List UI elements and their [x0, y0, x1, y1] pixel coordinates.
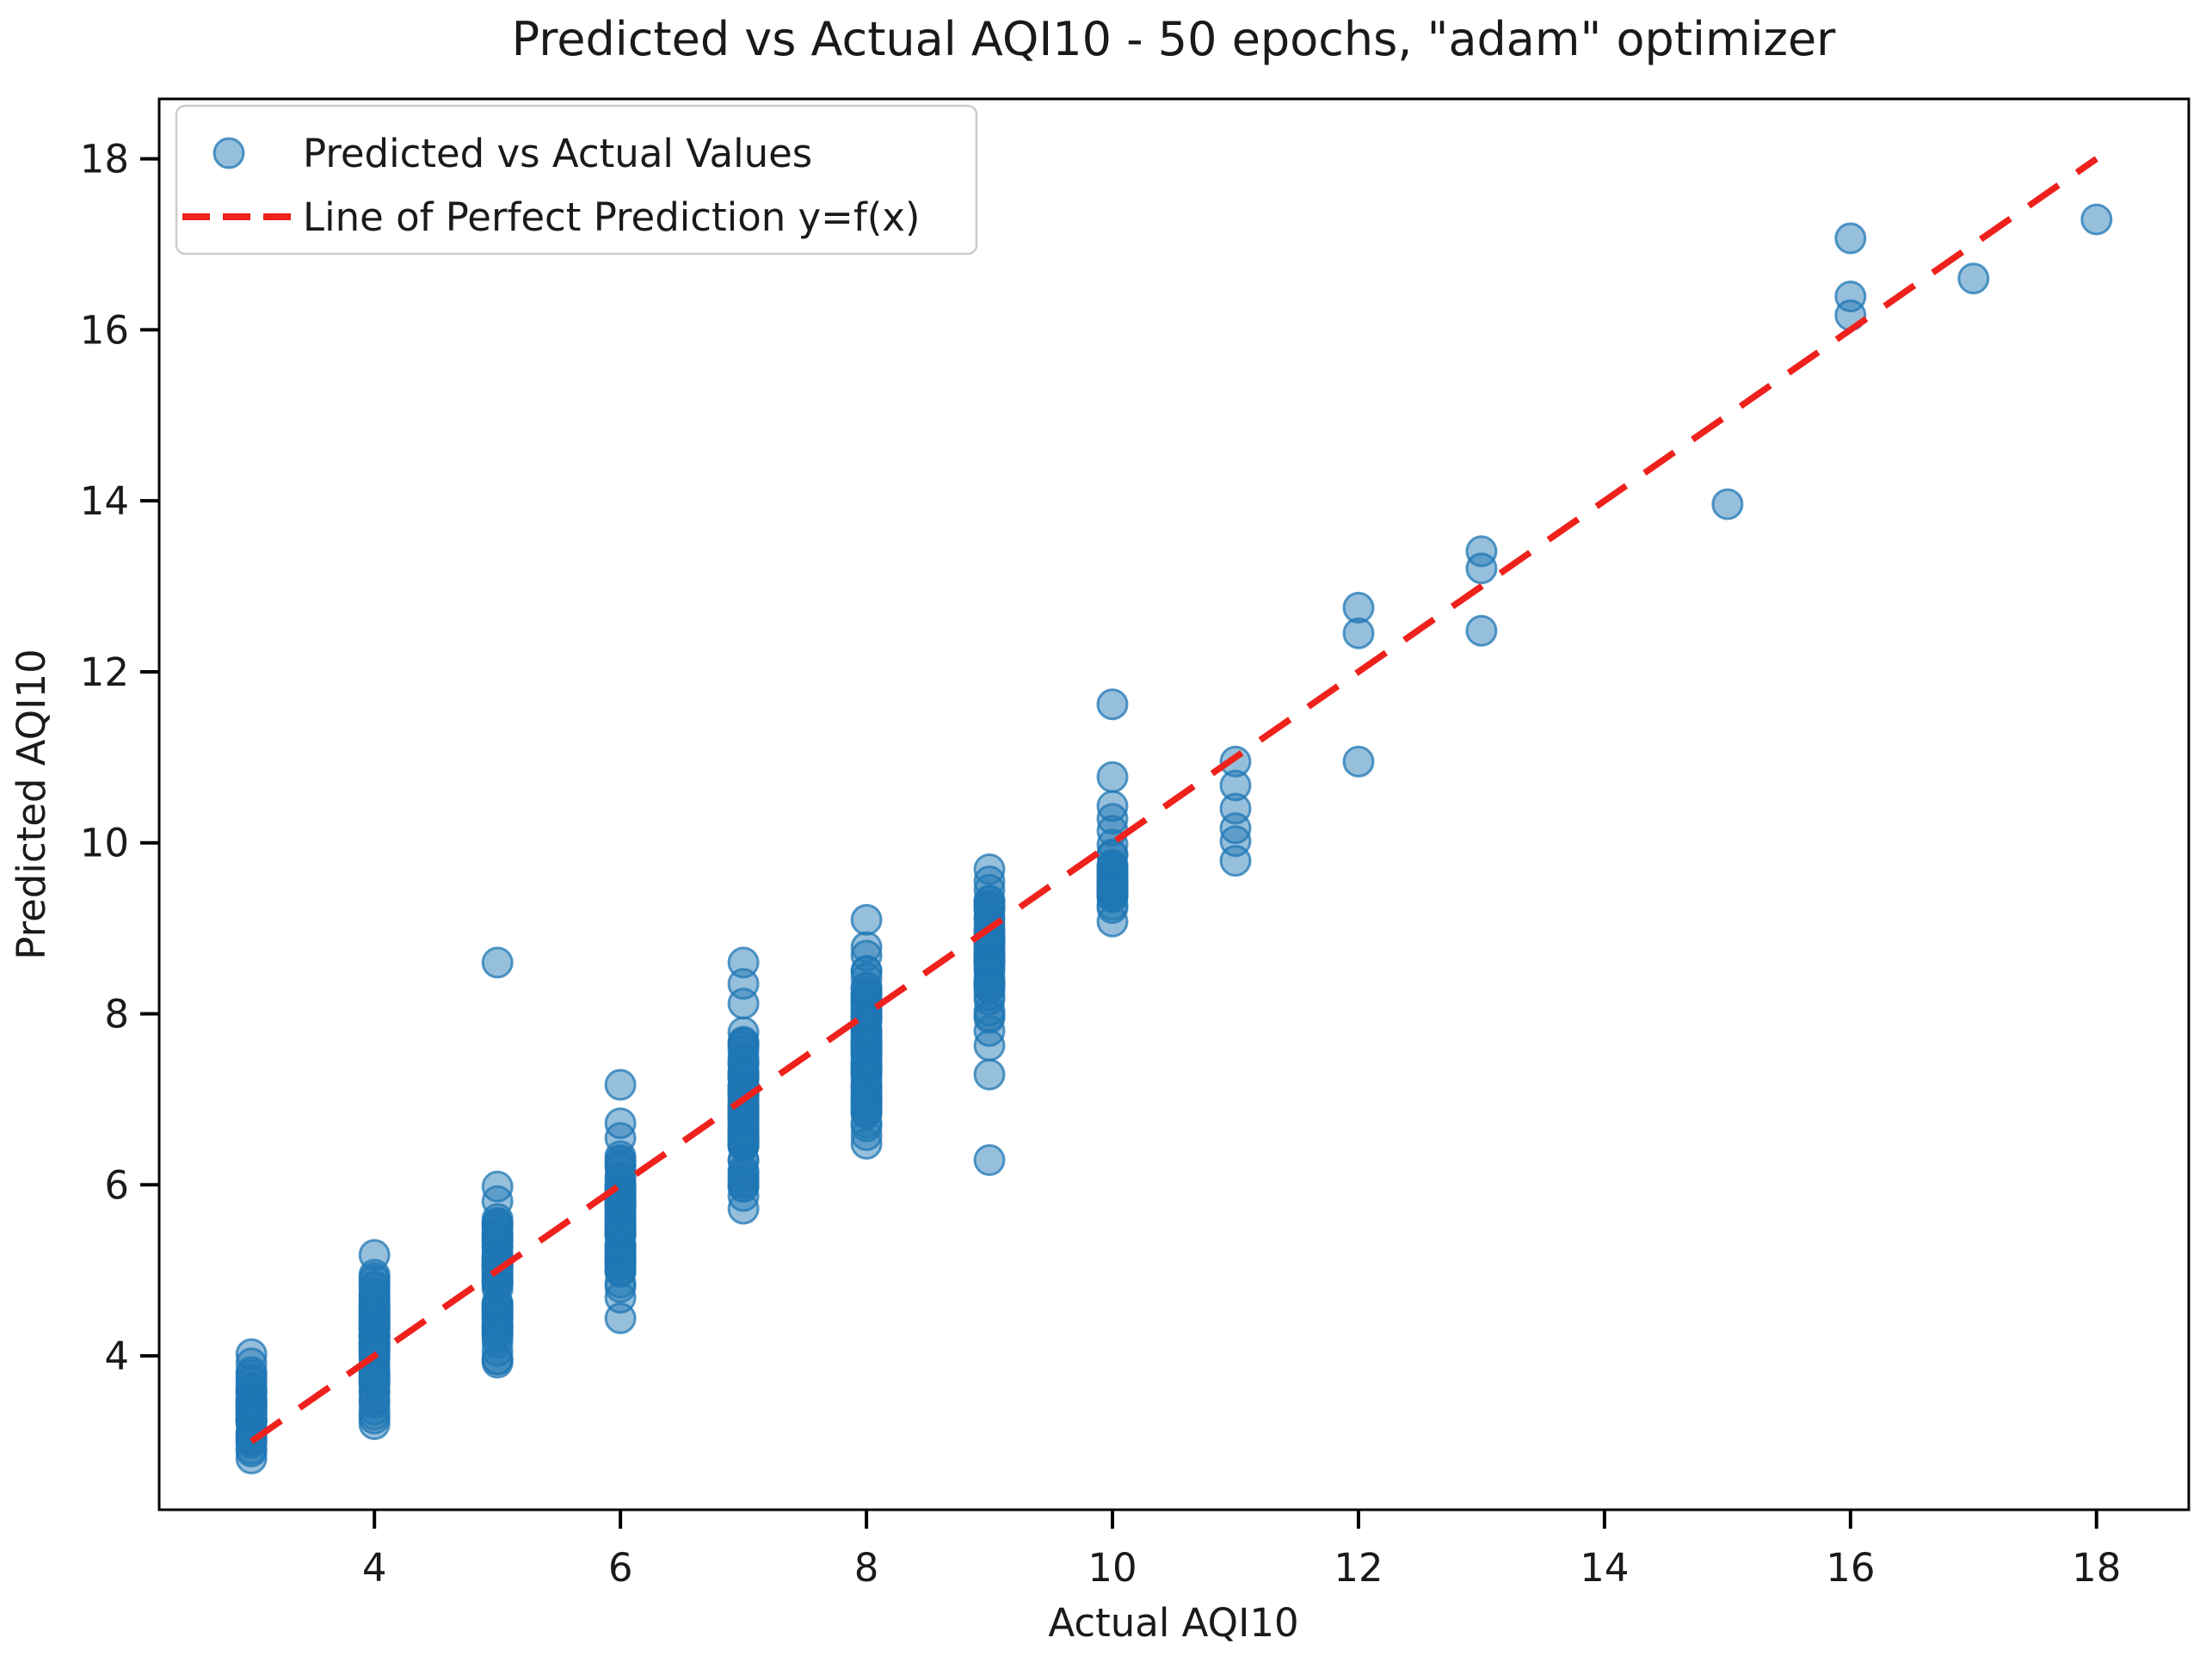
- scatter-point: [604, 1160, 637, 1193]
- scatter-point: [481, 1185, 514, 1217]
- scatter-point: [604, 1152, 637, 1185]
- scatter-point: [1342, 745, 1375, 778]
- scatter-point: [1957, 262, 1990, 295]
- scatter-point: [1096, 760, 1129, 793]
- tick-label: 18: [2072, 1545, 2121, 1591]
- scatter-point: [481, 1302, 514, 1335]
- scatter-point: [1465, 552, 1498, 585]
- scatter-point: [727, 1123, 760, 1155]
- scatter-point: [604, 1255, 637, 1288]
- scatter-point: [1342, 617, 1375, 649]
- scatter-point: [850, 1119, 883, 1152]
- scatter-point: [235, 1386, 268, 1419]
- scatter-point: [850, 1000, 883, 1032]
- scatter-point: [973, 945, 1006, 977]
- plot-area: [159, 99, 2189, 1510]
- tick-label: 14: [80, 478, 129, 524]
- tick-label: 16: [1826, 1545, 1875, 1591]
- scatter-point: [973, 890, 1006, 921]
- scatter-point: [358, 1402, 391, 1435]
- tick-label: 4: [104, 1333, 129, 1379]
- tick-label: 6: [104, 1162, 129, 1208]
- tick-label: 18: [80, 137, 129, 182]
- scatter-point: [1096, 790, 1129, 822]
- scatter-point: [1219, 825, 1252, 858]
- scatter-point: [850, 1028, 883, 1060]
- scatter-point: [727, 1179, 760, 1212]
- scatter-point: [481, 1224, 514, 1257]
- scatter-point: [1465, 535, 1498, 568]
- scatter-point: [1219, 792, 1252, 825]
- legend: Predicted vs Actual Values Line of Perfe…: [175, 104, 978, 255]
- scatter-point: [727, 1154, 760, 1186]
- scatter-point: [973, 953, 1006, 986]
- chart-title: Predicted vs Actual AQI10 - 50 epochs, "…: [512, 12, 1837, 66]
- tick-label: 4: [362, 1545, 387, 1591]
- scatter-point: [850, 931, 883, 963]
- scatter-point: [358, 1239, 391, 1271]
- tick-label: 10: [1088, 1545, 1137, 1591]
- scatter-point: [727, 1027, 760, 1060]
- legend-entry-scatter: Predicted vs Actual Values: [303, 131, 812, 176]
- scatter-point: [358, 1271, 391, 1304]
- scatter-series: [235, 203, 2113, 1474]
- scatter-point: [358, 1284, 391, 1316]
- scatter-point: [850, 1110, 883, 1142]
- legend-box: [175, 104, 978, 255]
- scatter-point: [1096, 881, 1129, 914]
- scatter-point: [973, 1144, 1006, 1176]
- scatter-point: [1834, 222, 1867, 255]
- scatter-point: [1096, 688, 1129, 721]
- tick-label: 6: [608, 1545, 633, 1591]
- scatter-point: [604, 1230, 637, 1263]
- tick-label: 14: [1580, 1545, 1629, 1591]
- tick-label: 12: [80, 649, 129, 695]
- scatter-point: [973, 853, 1006, 885]
- scatter-point: [2080, 203, 2113, 236]
- axes-spines: [157, 97, 2190, 1511]
- scatter-point: [481, 1343, 514, 1376]
- axis-ticks: 4 6 8 10 12 14 16 18 4 6 8 10 12 14 16 18: [80, 137, 2122, 1591]
- scatter-point: [1219, 745, 1252, 778]
- scatter-point: [850, 903, 883, 936]
- scatter-point: [973, 865, 1006, 897]
- scatter-point: [973, 1029, 1006, 1062]
- scatter-point: [727, 946, 760, 979]
- legend-entry-line: Line of Perfect Prediction y=f(x): [303, 194, 920, 240]
- scatter-point: [1465, 614, 1498, 647]
- scatter-point: [1342, 591, 1375, 624]
- scatter-point: [1096, 803, 1129, 835]
- scatter-point: [358, 1319, 391, 1351]
- scatter-point: [850, 1087, 883, 1120]
- scatter-point: [604, 1237, 637, 1270]
- legend-scatter-marker-icon: [213, 137, 245, 169]
- y-axis-label: Predicted AQI10: [9, 649, 54, 960]
- scatter-point: [973, 1058, 1006, 1091]
- x-axis-label: Actual AQI10: [1048, 1600, 1298, 1646]
- scatter-point: [1096, 868, 1129, 901]
- tick-label: 10: [80, 821, 129, 866]
- scatter-point: [604, 1302, 637, 1334]
- scatter-point: [1219, 769, 1252, 802]
- scatter-point: [604, 1068, 637, 1101]
- scatter-point: [481, 946, 514, 979]
- tick-label: 12: [1334, 1545, 1383, 1591]
- scatter-point: [1711, 488, 1744, 520]
- tick-label: 16: [80, 307, 129, 353]
- scatter-point: [235, 1399, 268, 1431]
- tick-label: 8: [854, 1545, 879, 1591]
- tick-label: 8: [104, 992, 129, 1037]
- scatter-point: [727, 1170, 760, 1203]
- perfect-prediction-line: [250, 156, 2098, 1444]
